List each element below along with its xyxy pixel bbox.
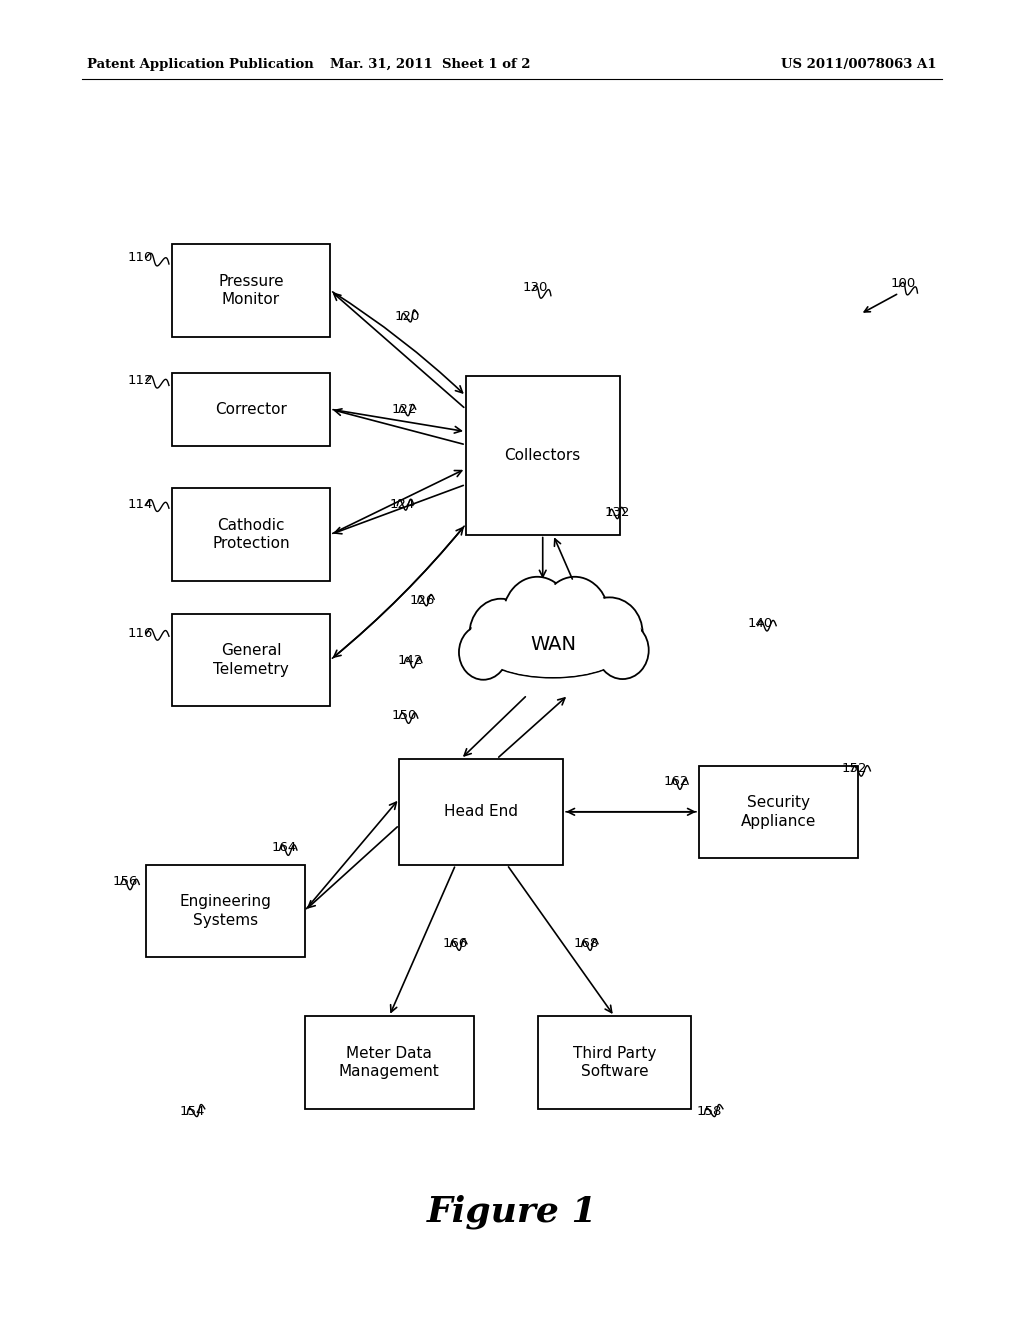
Text: Collectors: Collectors [505, 447, 581, 463]
Text: 114: 114 [128, 498, 154, 511]
Text: Head End: Head End [444, 804, 518, 820]
FancyBboxPatch shape [171, 614, 330, 706]
Text: 124: 124 [389, 498, 415, 511]
Text: Engineering
Systems: Engineering Systems [179, 894, 271, 928]
Text: 140: 140 [748, 616, 773, 630]
Text: 132: 132 [604, 506, 630, 519]
Text: Security
Appliance: Security Appliance [740, 795, 816, 829]
Ellipse shape [481, 623, 625, 677]
Text: Meter Data
Management: Meter Data Management [339, 1045, 439, 1080]
Text: Figure 1: Figure 1 [427, 1195, 597, 1229]
Text: Cathodic
Protection: Cathodic Protection [212, 517, 290, 552]
Text: WAN: WAN [530, 635, 575, 653]
Text: 100: 100 [891, 277, 916, 290]
Text: 168: 168 [573, 937, 599, 950]
Text: 142: 142 [397, 653, 423, 667]
Text: 158: 158 [696, 1105, 722, 1118]
Ellipse shape [482, 623, 624, 677]
Ellipse shape [471, 601, 530, 668]
Ellipse shape [540, 577, 609, 659]
FancyBboxPatch shape [305, 1016, 473, 1109]
Text: 156: 156 [113, 875, 138, 888]
FancyBboxPatch shape [698, 766, 858, 858]
Ellipse shape [597, 622, 649, 678]
Text: Mar. 31, 2011  Sheet 1 of 2: Mar. 31, 2011 Sheet 1 of 2 [330, 58, 530, 71]
Ellipse shape [461, 627, 506, 677]
Text: 150: 150 [391, 709, 417, 722]
Text: 116: 116 [128, 627, 154, 640]
Text: 126: 126 [410, 594, 435, 607]
Text: 130: 130 [522, 281, 548, 294]
Ellipse shape [503, 577, 572, 659]
Text: 154: 154 [179, 1105, 205, 1118]
Text: Patent Application Publication: Patent Application Publication [87, 58, 313, 71]
Text: 164: 164 [271, 841, 297, 854]
Text: Third Party
Software: Third Party Software [572, 1045, 656, 1080]
Text: 120: 120 [394, 310, 420, 323]
Text: US 2011/0078063 A1: US 2011/0078063 A1 [781, 58, 937, 71]
FancyBboxPatch shape [171, 244, 330, 337]
FancyBboxPatch shape [399, 759, 563, 865]
FancyBboxPatch shape [146, 865, 305, 957]
Ellipse shape [578, 599, 641, 667]
Ellipse shape [598, 623, 647, 677]
FancyBboxPatch shape [171, 372, 330, 446]
FancyBboxPatch shape [171, 488, 330, 581]
Ellipse shape [577, 598, 643, 669]
FancyBboxPatch shape [466, 376, 620, 535]
Text: 110: 110 [128, 251, 154, 264]
Ellipse shape [504, 578, 570, 657]
Text: 112: 112 [128, 374, 154, 387]
Ellipse shape [459, 624, 508, 680]
Text: 122: 122 [391, 403, 417, 416]
FancyBboxPatch shape [538, 1016, 691, 1109]
Ellipse shape [542, 578, 608, 657]
Text: Corrector: Corrector [215, 401, 287, 417]
Ellipse shape [469, 599, 532, 671]
Text: General
Telemetry: General Telemetry [213, 643, 289, 677]
Text: Pressure
Monitor: Pressure Monitor [218, 273, 284, 308]
Text: 166: 166 [442, 937, 468, 950]
Text: 162: 162 [664, 775, 689, 788]
Text: 152: 152 [842, 762, 867, 775]
